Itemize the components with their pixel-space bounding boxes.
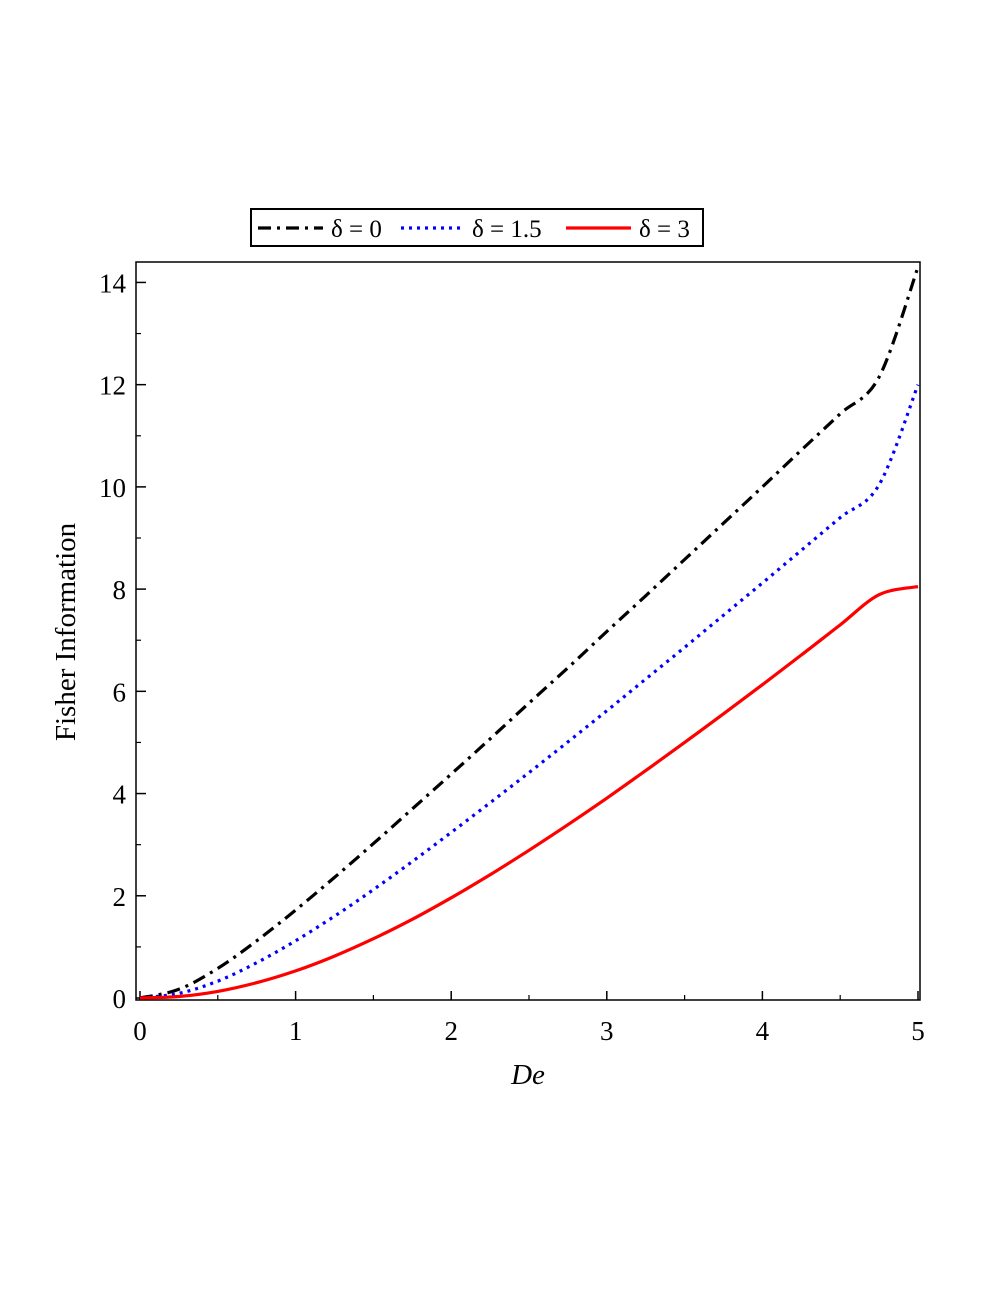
legend-label: δ = 1.5 [472, 216, 542, 243]
series-line [139, 266, 920, 1000]
y-tick-label: 14 [99, 268, 127, 298]
x-tick-label: 0 [133, 1016, 147, 1046]
x-tick-label: 3 [600, 1016, 614, 1046]
x-tick-label: 4 [756, 1016, 770, 1046]
series-line [139, 585, 919, 1000]
legend-label: δ = 0 [331, 216, 382, 243]
y-tick-label: 10 [99, 473, 126, 503]
legend-label: δ = 3 [639, 216, 690, 243]
x-tick-label: 1 [289, 1016, 303, 1046]
x-tick-label: 5 [911, 1016, 925, 1046]
plot-frame [135, 261, 921, 1001]
y-tick-label: 2 [113, 882, 127, 912]
x-tick-label: 2 [444, 1016, 458, 1046]
y-tick-label: 4 [113, 780, 127, 810]
y-axis-title: Fisher Information [50, 522, 82, 741]
y-tick-label: 0 [113, 984, 127, 1014]
x-axis-title: De [510, 1059, 545, 1091]
y-tick-label: 8 [113, 575, 127, 605]
y-tick-label: 12 [99, 371, 126, 401]
series-line [139, 384, 920, 1000]
legend: δ = 0 δ = 1.5 δ = 3 [250, 208, 704, 247]
y-tick-label: 6 [113, 677, 127, 707]
